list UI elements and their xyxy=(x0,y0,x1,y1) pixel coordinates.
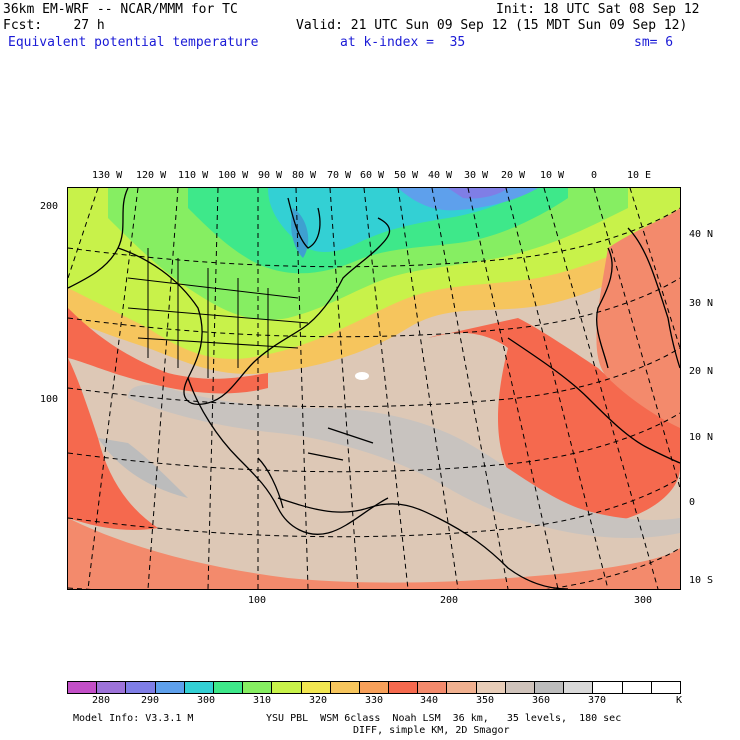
colorbar-swatch xyxy=(505,682,535,693)
colorbar-label: 310 xyxy=(253,695,272,706)
colorbar-label: 370 xyxy=(588,695,607,706)
valid-time: Valid: 21 UTC Sun 09 Sep 12 (15 MDT Sun … xyxy=(296,18,688,33)
graticule xyxy=(68,188,680,589)
lat-label: 30 N xyxy=(689,298,714,309)
colorbar-unit: K xyxy=(676,695,683,706)
colorbar-swatch xyxy=(126,682,156,693)
diffusion-info: DIFF, simple KM, 2D Smagor xyxy=(353,725,510,736)
colorbar-label: 290 xyxy=(141,695,160,706)
lon-label: 70 W xyxy=(327,170,352,181)
lon-label: 60 W xyxy=(360,170,385,181)
lon-label: 90 W xyxy=(258,170,283,181)
lon-label: 100 W xyxy=(218,170,249,181)
colorbar-swatch xyxy=(184,682,214,693)
smoothing: sm= 6 xyxy=(634,35,674,50)
warm-band xyxy=(68,308,268,394)
init-time: Init: 18 UTC Sat 08 Sep 12 xyxy=(496,2,700,17)
colorbar-swatch xyxy=(213,682,244,693)
colorbar-swatch xyxy=(330,682,360,693)
grid-x-label: 100 xyxy=(248,595,267,606)
model-info: Model Info: V3.3.1 M xyxy=(73,713,194,724)
colorbar-label: 320 xyxy=(309,695,328,706)
africa-warm xyxy=(596,208,680,428)
lon-label: 30 W xyxy=(464,170,489,181)
lon-label: 10 W xyxy=(540,170,565,181)
colorbar-swatch xyxy=(447,682,477,693)
storm-center xyxy=(355,372,369,380)
colorbar xyxy=(67,681,681,694)
lon-label: 50 W xyxy=(394,170,419,181)
lon-label: 80 W xyxy=(292,170,317,181)
lat-label: 0 xyxy=(689,497,696,508)
west-warm xyxy=(68,358,158,530)
grid-x-label: 200 xyxy=(440,595,459,606)
lat-label: 10 N xyxy=(689,432,714,443)
colorbar-swatch xyxy=(564,682,594,693)
east-atlantic-warm xyxy=(428,318,680,522)
lon-label: 130 W xyxy=(92,170,123,181)
lat-label: 40 N xyxy=(689,229,714,240)
cold-core-2 xyxy=(448,188,508,199)
state-boundaries xyxy=(127,248,309,378)
lon-label: 120 W xyxy=(136,170,167,181)
lat-label: 10 S xyxy=(689,575,714,586)
colorbar-swatch xyxy=(622,682,652,693)
grid-y-label: 100 xyxy=(40,394,59,405)
cold-core xyxy=(398,188,538,211)
colorbar-swatch xyxy=(535,682,565,693)
colorbar-swatch xyxy=(97,682,127,693)
lon-label: 40 W xyxy=(428,170,453,181)
colorbar-label: 360 xyxy=(532,695,551,706)
coastlines xyxy=(68,188,680,589)
forecast-hour: Fcst: 27 h xyxy=(3,18,105,33)
colorbar-swatch xyxy=(593,682,623,693)
colorbar-swatch xyxy=(301,682,331,693)
colorbar-swatch xyxy=(389,682,419,693)
lon-label: 10 E xyxy=(627,170,652,181)
colorbar-swatch xyxy=(476,682,506,693)
south-warm xyxy=(68,518,680,589)
colorbar-label: 350 xyxy=(476,695,495,706)
lat-label: 20 N xyxy=(689,366,714,377)
model-title: 36km EM-WRF -- NCAR/MMM for TC xyxy=(3,2,238,17)
colorbar-swatch xyxy=(418,682,448,693)
physics-info: YSU PBL WSM 6class Noah LSM 36 km, 35 le… xyxy=(266,713,622,724)
theta-e-map xyxy=(67,187,681,590)
colorbar-swatch xyxy=(243,682,273,693)
grid-y-label: 200 xyxy=(40,201,59,212)
colorbar-label: 340 xyxy=(420,695,439,706)
colorbar-swatch xyxy=(68,682,98,693)
k-index: at k-index = 35 xyxy=(340,35,466,50)
colorbar-swatch xyxy=(272,682,302,693)
colorbar-label: 330 xyxy=(365,695,384,706)
lon-label: 20 W xyxy=(501,170,526,181)
colorbar-swatch xyxy=(651,682,680,693)
pacific-gray xyxy=(98,438,188,498)
field-name: Equivalent potential temperature xyxy=(8,35,259,50)
colorbar-swatch xyxy=(359,682,390,693)
lon-label: 110 W xyxy=(178,170,209,181)
grid-x-label: 300 xyxy=(634,595,653,606)
colorbar-label: 300 xyxy=(197,695,216,706)
map-svg xyxy=(68,188,680,589)
tropical-gray xyxy=(128,385,680,538)
colorbar-swatch xyxy=(155,682,185,693)
hudson-cold xyxy=(291,208,309,258)
lon-label: 0 xyxy=(591,170,598,181)
colorbar-label: 280 xyxy=(92,695,111,706)
